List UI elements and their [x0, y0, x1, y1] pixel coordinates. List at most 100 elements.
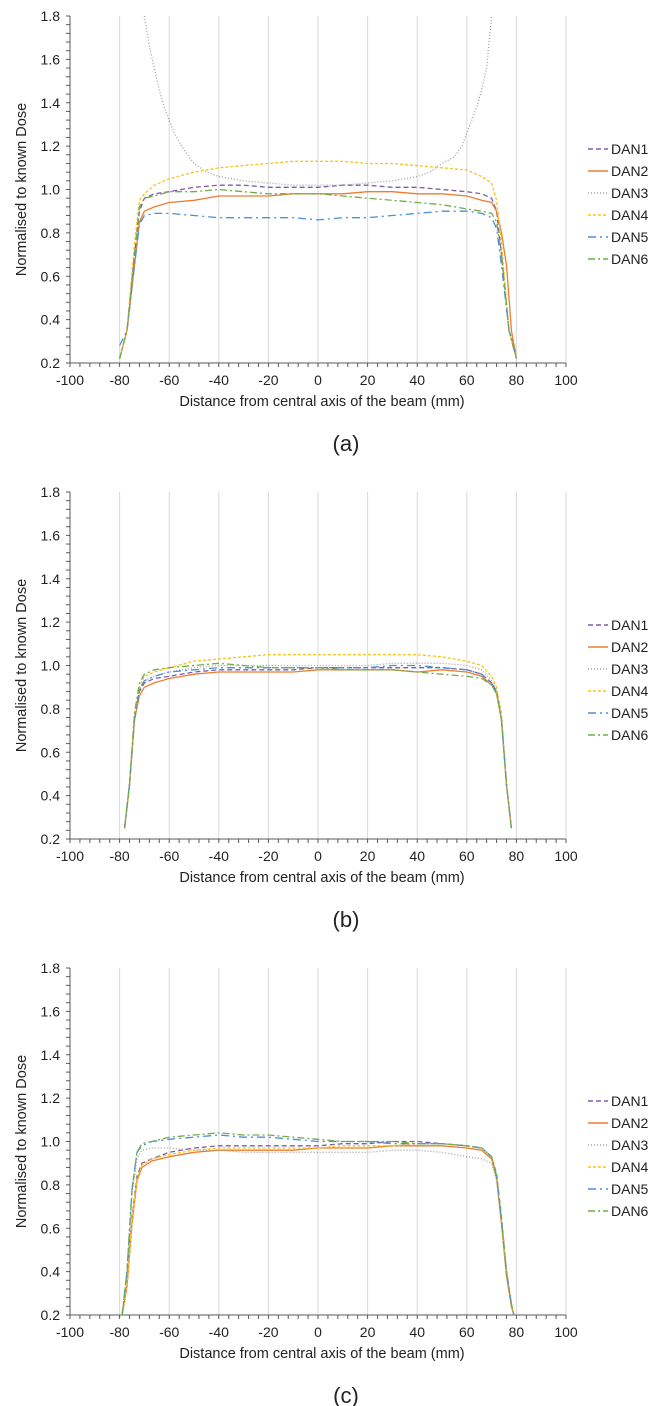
legend: DAN1 DAN2 DAN3 DAN4 DAN5 DAN6: [588, 1093, 649, 1219]
x-tick-label: 100: [554, 848, 578, 864]
y-tick-label: 0.8: [41, 1177, 61, 1193]
x-tick-label: 60: [459, 848, 475, 864]
legend-label: DAN2: [611, 1115, 649, 1131]
legend-label: DAN6: [611, 1203, 649, 1219]
series-line-dan4: [121, 1143, 515, 1315]
legend-label: DAN4: [611, 683, 649, 699]
x-tick-label: 0: [314, 1324, 322, 1340]
y-tick-label: 1.8: [41, 484, 61, 500]
x-tick-label: -60: [159, 372, 179, 388]
series-line-dan6: [121, 1132, 515, 1315]
series-line-dan6: [118, 188, 518, 359]
y-tick-label: 1.4: [41, 1047, 61, 1063]
y-tick-label: 0.4: [41, 312, 61, 328]
y-tick-label: 0.8: [41, 225, 61, 241]
x-tick-label: 0: [314, 372, 322, 388]
panel-caption: (a): [333, 431, 360, 456]
y-tick-label: 1.8: [41, 8, 61, 24]
y-tick-label: 1.0: [41, 1134, 61, 1150]
legend-label: DAN6: [611, 727, 649, 743]
x-axis-title: Distance from central axis of the beam (…: [179, 1346, 464, 1362]
y-axis-title: Normalised to known Dose: [14, 103, 30, 276]
legend-label: DAN4: [611, 207, 649, 223]
y-tick-label: 1.2: [41, 614, 61, 630]
x-tick-label: -20: [258, 1324, 278, 1340]
x-tick-label: -20: [258, 848, 278, 864]
x-tick-label: -100: [56, 1324, 84, 1340]
series-line-dan2: [118, 191, 518, 359]
legend: DAN1 DAN2 DAN3 DAN4 DAN5 DAN6: [588, 617, 649, 743]
x-tick-label: 0: [314, 848, 322, 864]
legend-label: DAN3: [611, 1137, 649, 1153]
series-line-dan3: [143, 16, 493, 186]
x-tick-label: 20: [360, 372, 376, 388]
x-tick-label: 80: [509, 848, 525, 864]
y-axis-title: Normalised to known Dose: [14, 1055, 30, 1228]
plot-area: [118, 16, 518, 359]
x-tick-label: -80: [109, 1324, 129, 1340]
chart-panel: -100 -80 -60 -40 -20 0 20 40 60 80 100 0.2 0.4 0.6 0.8…: [14, 960, 649, 1406]
x-tick-label: 60: [459, 372, 475, 388]
y-tick-label: 0.2: [41, 1307, 61, 1323]
y-tick-label: 0.2: [41, 355, 61, 371]
chart-panel: -100 -80 -60 -40 -20 0 20 40 60 80 100 0.2 0.4 0.6 0.8…: [14, 484, 649, 932]
legend-label: DAN1: [611, 617, 649, 633]
legend-label: DAN2: [611, 639, 649, 655]
y-axis-title: Normalised to known Dose: [14, 579, 30, 752]
series-line-dan6: [123, 662, 513, 829]
y-tick-label: 1.6: [41, 527, 61, 543]
y-tick-label: 0.6: [41, 268, 61, 284]
x-tick-label: -40: [209, 1324, 229, 1340]
legend-label: DAN3: [611, 185, 649, 201]
chart-panel: -100 -80 -60 -40 -20 0 20 40 60 80 100 0.2 0.4 0.6 0.8…: [14, 8, 649, 456]
panel-caption: (c): [333, 1383, 359, 1406]
panel-caption: (b): [333, 907, 360, 932]
x-tick-label: -80: [109, 848, 129, 864]
y-tick-label: 1.4: [41, 571, 61, 587]
x-tick-label: -40: [209, 848, 229, 864]
legend-label: DAN3: [611, 661, 649, 677]
series-line-dan3: [123, 662, 513, 829]
x-axis-title: Distance from central axis of the beam (…: [179, 394, 464, 410]
x-tick-label: 100: [554, 1324, 578, 1340]
x-tick-label: -100: [56, 372, 84, 388]
series-line-dan3: [121, 1147, 515, 1315]
x-tick-label: 40: [409, 848, 425, 864]
y-tick-label: 1.4: [41, 95, 61, 111]
plot-area: [121, 1132, 515, 1315]
y-tick-label: 0.4: [41, 788, 61, 804]
legend-label: DAN5: [611, 1181, 649, 1197]
y-tick-label: 0.6: [41, 1220, 61, 1236]
y-tick-label: 0.2: [41, 831, 61, 847]
y-tick-label: 1.6: [41, 51, 61, 67]
x-tick-label: 40: [409, 1324, 425, 1340]
y-tick-label: 1.8: [41, 960, 61, 976]
x-tick-label: 60: [459, 1324, 475, 1340]
x-tick-label: 80: [509, 1324, 525, 1340]
x-tick-label: -20: [258, 372, 278, 388]
x-tick-label: -100: [56, 848, 84, 864]
x-axis-title: Distance from central axis of the beam (…: [179, 870, 464, 886]
legend-label: DAN5: [611, 229, 649, 245]
x-tick-label: 100: [554, 372, 578, 388]
y-tick-label: 1.0: [41, 182, 61, 198]
series-line-dan2: [123, 669, 513, 829]
y-tick-label: 0.8: [41, 701, 61, 717]
y-tick-label: 1.2: [41, 138, 61, 154]
x-tick-label: -40: [209, 372, 229, 388]
y-tick-label: 1.6: [41, 1003, 61, 1019]
series-line-dan5: [119, 210, 518, 359]
legend-label: DAN1: [611, 1093, 649, 1109]
series-line-dan4: [123, 654, 513, 829]
x-tick-label: 20: [360, 1324, 376, 1340]
series-line-dan1: [118, 184, 518, 359]
y-tick-label: 1.2: [41, 1090, 61, 1106]
y-tick-label: 0.6: [41, 744, 61, 760]
series-line-dan4: [118, 160, 518, 359]
legend-label: DAN1: [611, 141, 649, 157]
legend-label: DAN5: [611, 705, 649, 721]
legend: DAN1 DAN2 DAN3 DAN4 DAN5 DAN6: [588, 141, 649, 267]
x-tick-label: -60: [159, 848, 179, 864]
legend-label: DAN2: [611, 163, 649, 179]
